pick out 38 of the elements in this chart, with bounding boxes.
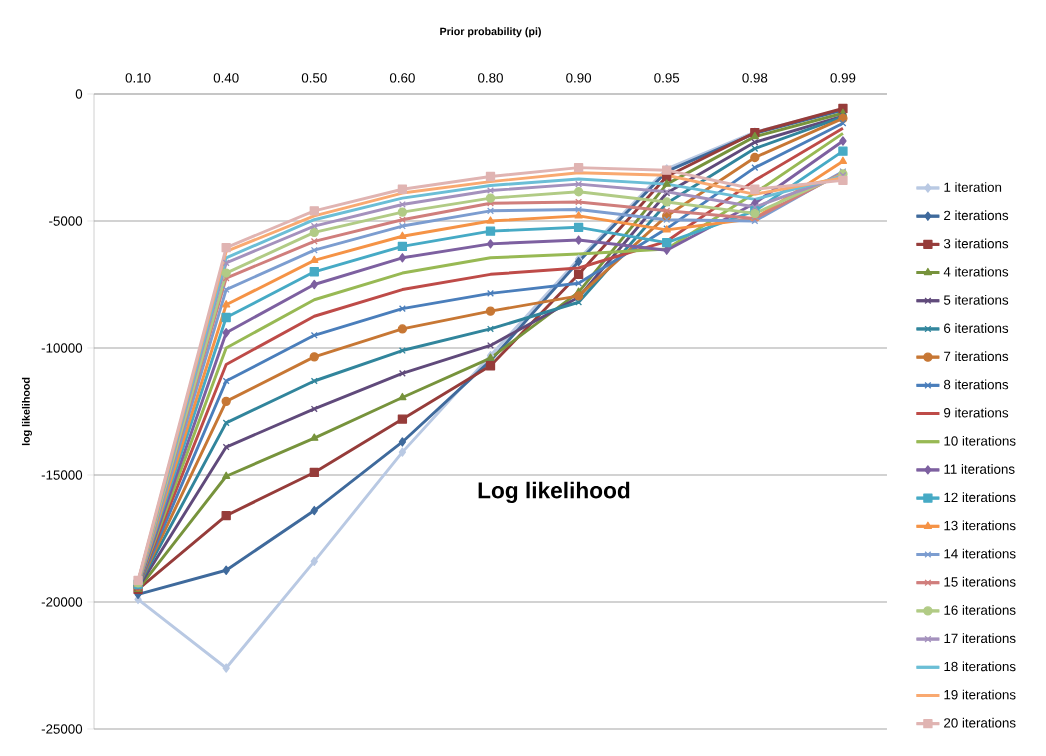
legend-label: 19 iterations bbox=[944, 689, 1016, 700]
legend-label: 3 iterations bbox=[943, 238, 1009, 249]
legend-label: 18 iterations bbox=[944, 661, 1016, 672]
legend-label: 15 iterations bbox=[944, 576, 1016, 587]
y-tick-label: -10000 bbox=[41, 343, 83, 353]
legend-label: 9 iterations bbox=[944, 407, 1009, 418]
legend-label: 13 iterations bbox=[944, 520, 1016, 531]
legend-label: 2 iterations bbox=[944, 210, 1009, 221]
y-axis-title: log likelihood bbox=[21, 377, 32, 446]
legend-label: 5 iterations bbox=[943, 294, 1009, 305]
y-tick-label: 0 bbox=[75, 89, 83, 99]
legend-label: 11 iterations bbox=[944, 464, 1015, 474]
legend-label: 20 iterations bbox=[944, 717, 1016, 728]
legend-label: 6 iterations bbox=[944, 323, 1009, 333]
legend-label: 4 iterations bbox=[943, 266, 1009, 277]
x-tick-label: 0.95 bbox=[654, 73, 680, 83]
legend-label: 7 iterations bbox=[944, 351, 1009, 362]
y-tick-label: -5000 bbox=[49, 216, 83, 226]
text: Log likelihood bbox=[478, 481, 630, 503]
y-tick-label: -15000 bbox=[41, 470, 83, 480]
legend-label: 1 iteration bbox=[944, 182, 1002, 192]
x-tick-label: 0.10 bbox=[125, 73, 151, 83]
x-tick-label: 0.98 bbox=[742, 73, 768, 83]
x-axis-title: Prior probability (pi) bbox=[440, 27, 541, 38]
legend-label: 10 iterations bbox=[944, 435, 1016, 446]
legend-label: 14 iterations bbox=[944, 548, 1016, 559]
legend-label: 16 iterations bbox=[944, 605, 1016, 615]
legend-label: 8 iterations bbox=[944, 379, 1009, 390]
x-tick-label: 0.60 bbox=[389, 73, 415, 83]
legend-label: 17 iterations bbox=[944, 633, 1016, 644]
x-tick-label: 0.50 bbox=[301, 73, 327, 83]
x-tick-label: 0.40 bbox=[213, 73, 239, 83]
x-tick-label: 0.99 bbox=[830, 73, 856, 83]
x-tick-label: 0.80 bbox=[478, 73, 503, 83]
x-tick-label: 0.90 bbox=[566, 73, 592, 83]
y-tick-label: -20000 bbox=[41, 597, 83, 607]
legend-label: 12 iterations bbox=[944, 492, 1016, 503]
y-tick-label: -25000 bbox=[41, 724, 83, 734]
